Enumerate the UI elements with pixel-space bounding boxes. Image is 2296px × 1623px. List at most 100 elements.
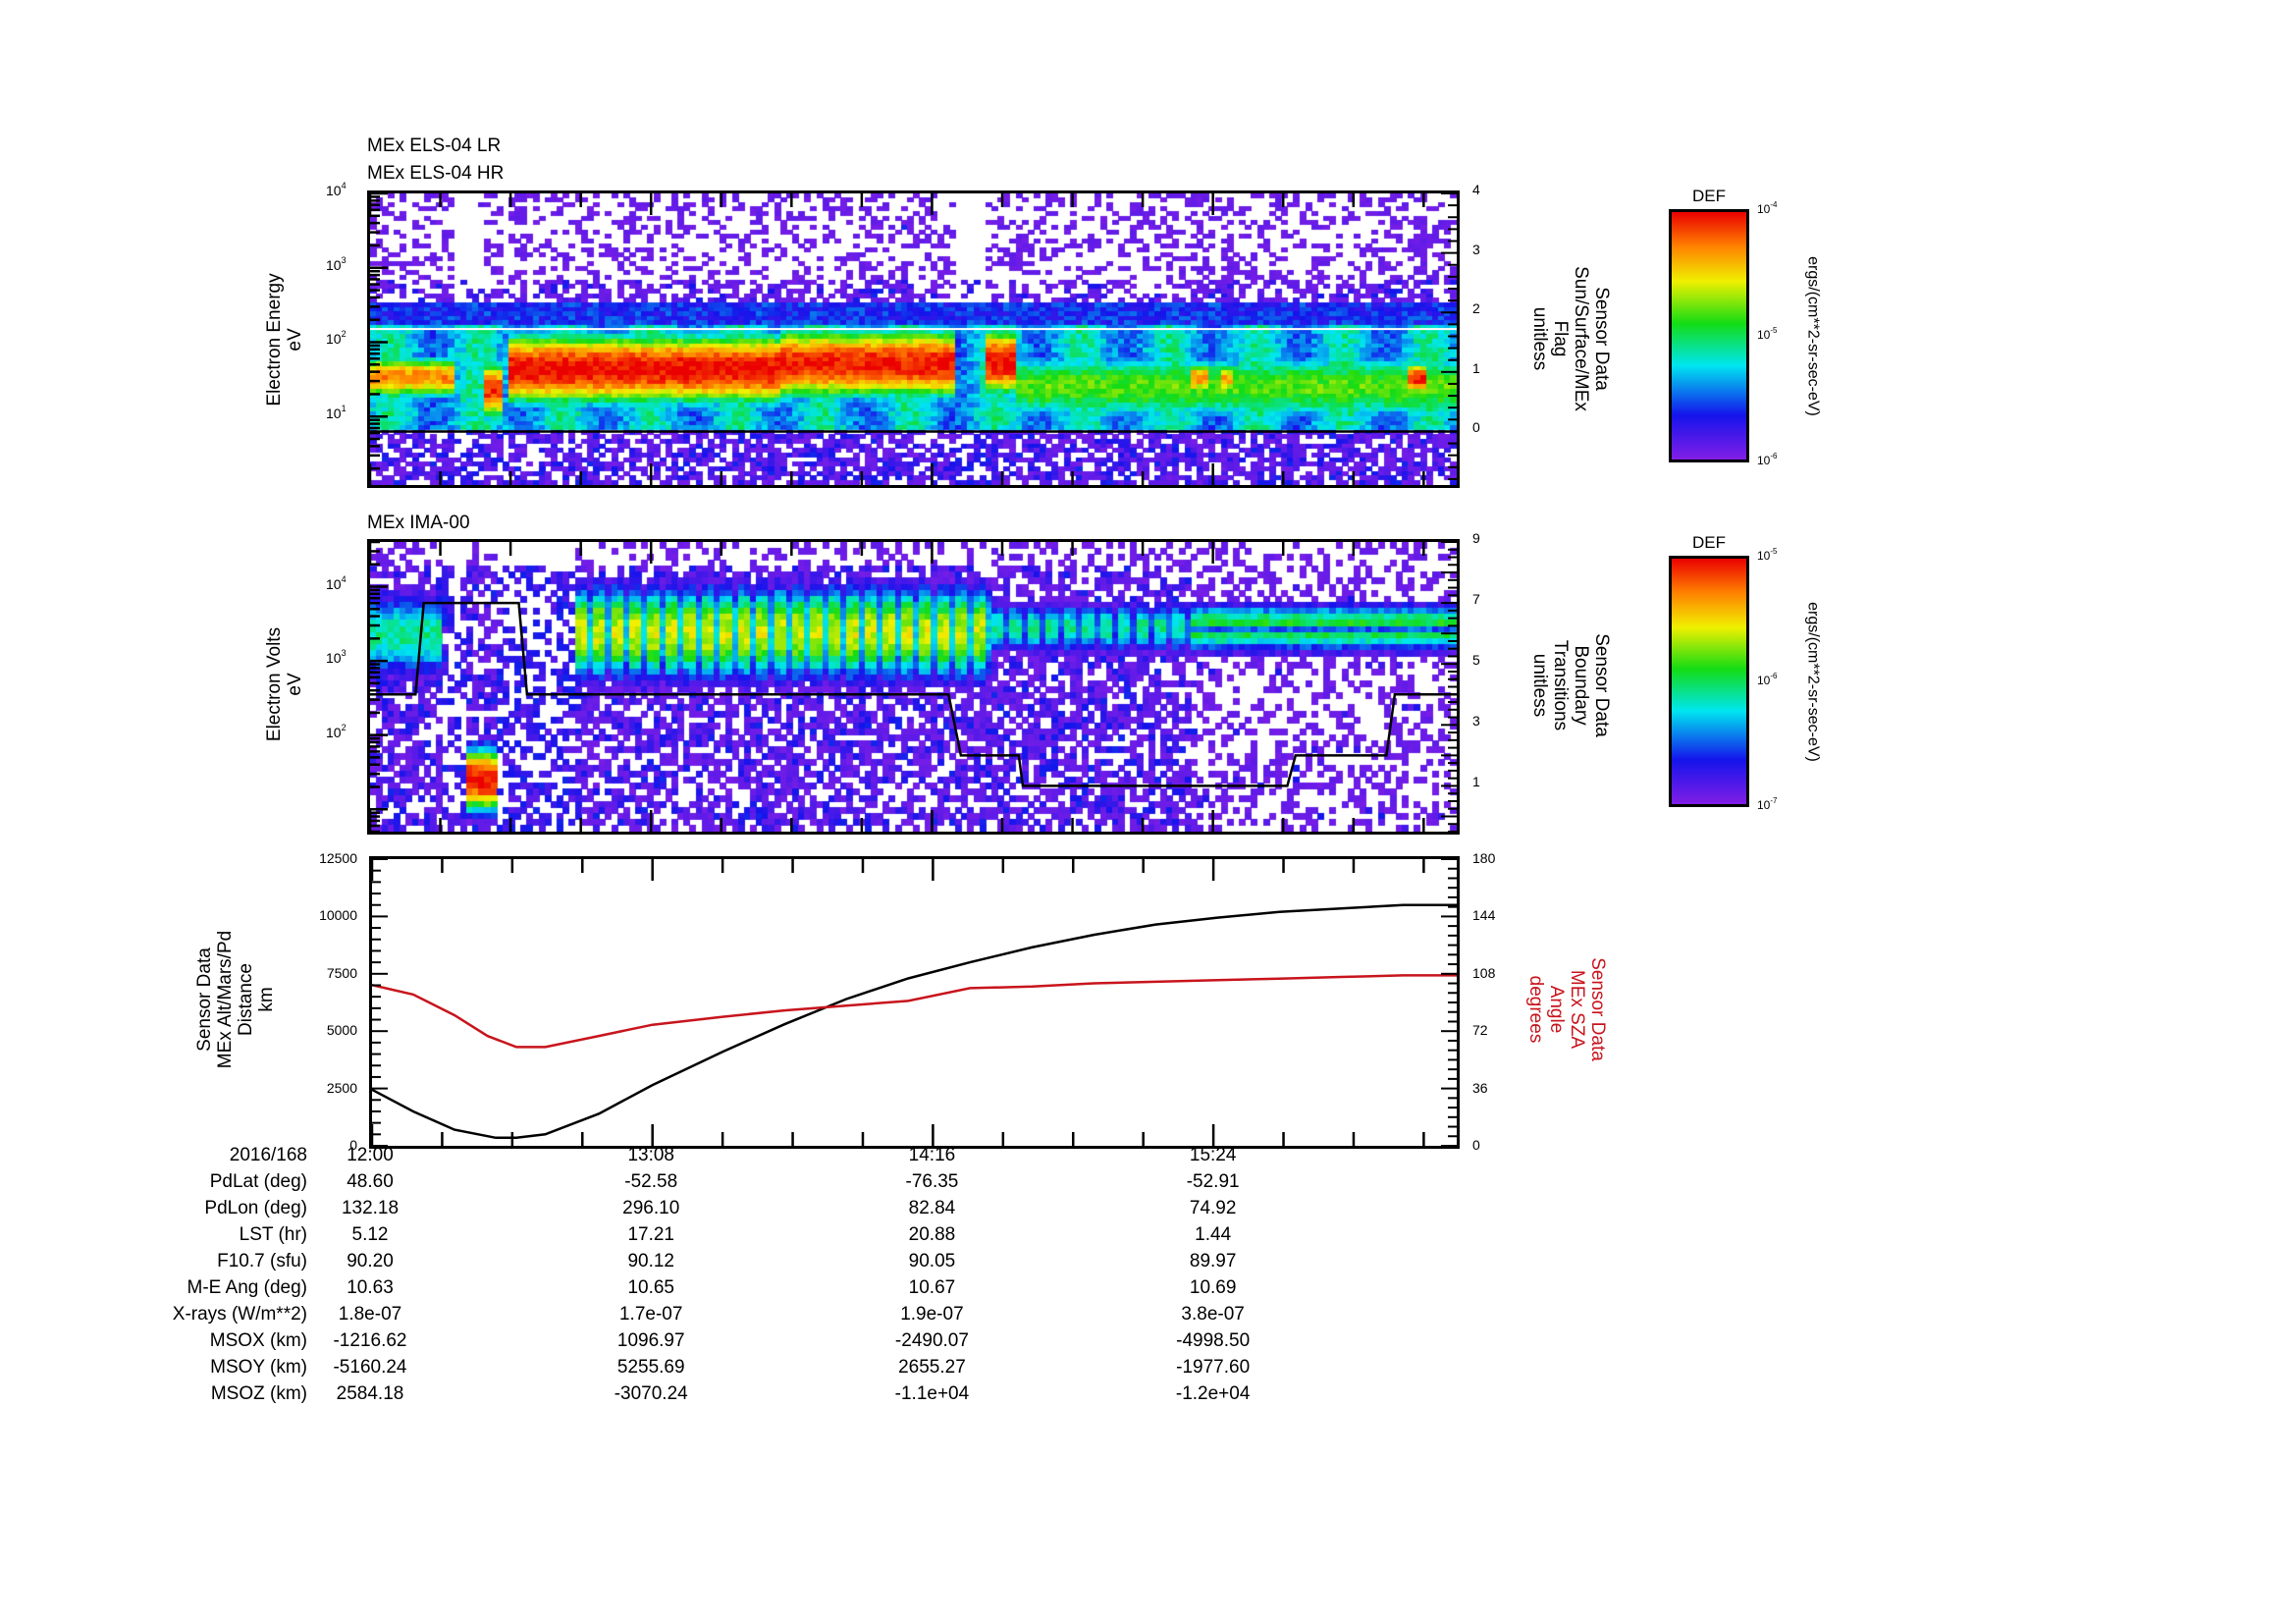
ephemeris-value: 82.84 xyxy=(908,1198,956,1218)
els-right-label-line: Flag xyxy=(1550,320,1571,357)
ima-title: MEx IMA-00 xyxy=(367,513,470,533)
els-colorbar-units: ergs/(cm**2-sr-sec-eV) xyxy=(1804,256,1822,416)
x-tick-label: 15:24 xyxy=(1189,1145,1237,1165)
orbit-left-axis-label: Sensor Data MEx Alt/Mars/Pd Distance km xyxy=(194,882,277,1117)
els-left-label-line: eV xyxy=(285,328,305,352)
ephemeris-value: 10.63 xyxy=(347,1277,394,1298)
ephemeris-value: -1977.60 xyxy=(1176,1357,1251,1378)
ima-right-label-line: unitless xyxy=(1529,653,1550,718)
ephemeris-value: 74.92 xyxy=(1189,1198,1237,1218)
ephemeris-row-label: MSOZ (km) xyxy=(210,1383,307,1404)
ima-right-tick-label: 1 xyxy=(1472,774,1480,790)
ephemeris-value: 5.12 xyxy=(351,1224,389,1245)
orbit-right-tick-label: 144 xyxy=(1472,907,1496,924)
ephemeris-row-label: F10.7 (sfu) xyxy=(217,1251,307,1271)
ima-left-tick-label: 102 xyxy=(326,722,347,740)
ima-right-axis-label: Sensor Data Boundary Transitions unitles… xyxy=(1529,568,1612,803)
ephemeris-value: 1.8e-07 xyxy=(338,1304,402,1325)
ephemeris-row-label: MSOY (km) xyxy=(210,1357,307,1378)
ephemeris-row-label: PdLon (deg) xyxy=(204,1198,307,1218)
ephemeris-value: 3.8e-07 xyxy=(1181,1304,1245,1325)
ephemeris-value: 48.60 xyxy=(347,1171,394,1192)
colorbar-tick-label: 10-5 xyxy=(1757,547,1778,563)
orbit-left-tick-label: 10000 xyxy=(319,907,357,924)
ima-spectrogram[interactable] xyxy=(367,539,1460,835)
orbit-left-tick-label: 12500 xyxy=(319,850,357,866)
ephemeris-value: -2490.07 xyxy=(894,1330,969,1351)
ephemeris-value: 1.9e-07 xyxy=(900,1304,964,1325)
ephemeris-value: 90.05 xyxy=(908,1251,956,1271)
els-right-tick-label: 4 xyxy=(1472,182,1480,197)
ephemeris-value: -76.35 xyxy=(905,1171,959,1192)
els-heatmap-canvas xyxy=(370,193,1457,485)
ima-right-tick-label: 9 xyxy=(1472,530,1480,546)
ephemeris-row: PdLon (deg) 132.18 296.10 82.84 74.92 xyxy=(0,1198,2296,1224)
ephemeris-value: 2584.18 xyxy=(336,1383,404,1404)
ephemeris-value: -52.91 xyxy=(1186,1171,1240,1192)
x-tick-label: 13:08 xyxy=(627,1145,674,1165)
ephemeris-value: -3070.24 xyxy=(614,1383,688,1404)
x-tick-label: 14:16 xyxy=(908,1145,956,1165)
orbit-right-tick-label: 0 xyxy=(1472,1137,1480,1153)
els-right-label-line: unitless xyxy=(1529,306,1550,371)
els-right-label-line: Sensor Data xyxy=(1591,287,1612,391)
sza-line xyxy=(372,974,1457,1049)
orbit-right-axis-label: Sensor Data MEx SZA Angle degrees xyxy=(1525,892,1608,1127)
ephemeris-value: -52.58 xyxy=(624,1171,678,1192)
ephemeris-value: -1.1e+04 xyxy=(894,1383,970,1404)
ephemeris-value: 296.10 xyxy=(622,1198,680,1218)
ima-overlay xyxy=(370,542,1457,832)
ephemeris-row: MSOZ (km) 2584.18 -3070.24 -1.1e+04 -1.2e+04 xyxy=(0,1383,2296,1410)
ima-colorbar-title: DEF xyxy=(1692,533,1726,552)
ephemeris-value: 90.12 xyxy=(627,1251,674,1271)
els-right-label-line: Sun/Surface/MEx xyxy=(1571,266,1591,411)
ephemeris-value: 17.21 xyxy=(627,1224,674,1245)
ephemeris-value: 2655.27 xyxy=(898,1357,966,1378)
els-left-tick-label: 103 xyxy=(326,254,347,273)
ephemeris-row: MSOY (km) -5160.24 5255.69 2655.27 -1977.60 xyxy=(0,1357,2296,1383)
orbit-left-label-line: Sensor Data xyxy=(194,947,215,1052)
orbit-lines xyxy=(372,859,1457,1146)
ima-left-axis-label: Electron Volts eV xyxy=(264,586,305,783)
els-left-label-line: Electron Energy xyxy=(264,273,285,406)
els-right-tick-label: 0 xyxy=(1472,419,1480,436)
ephemeris-row: M-E Ang (deg) 10.63 10.65 10.67 10.69 xyxy=(0,1277,2296,1304)
ephemeris-value: 5255.69 xyxy=(616,1357,685,1378)
els-left-axis-label: Electron Energy eV xyxy=(264,242,305,438)
colorbar-tick-label: 10-7 xyxy=(1757,796,1778,812)
ima-right-label-line: Sensor Data xyxy=(1591,633,1612,737)
orbit-right-label-line: MEx SZA xyxy=(1567,969,1587,1050)
orbit-line-plot[interactable] xyxy=(369,856,1460,1149)
els-title-hr: MEx ELS-04 HR xyxy=(367,163,505,184)
colorbar-tick-label: 10-5 xyxy=(1757,326,1778,342)
date-label: 2016/168 xyxy=(229,1145,307,1165)
altitude-line xyxy=(372,903,1457,1140)
ima-colorbar xyxy=(1669,556,1749,807)
ephemeris-header-row: 2016/168 12:00 13:08 14:16 15:24 xyxy=(0,1145,2296,1171)
ephemeris-value: 10.67 xyxy=(908,1277,956,1298)
orbit-right-tick-label: 108 xyxy=(1472,964,1496,981)
els-right-tick-label: 1 xyxy=(1472,359,1480,376)
orbit-right-label-line: Sensor Data xyxy=(1587,957,1608,1061)
colorbar-tick-label: 10-6 xyxy=(1757,672,1778,687)
ephemeris-value: -1.2e+04 xyxy=(1175,1383,1251,1404)
ephemeris-value: 1.7e-07 xyxy=(618,1304,683,1325)
ima-left-label-line: eV xyxy=(285,673,305,696)
ephemeris-value: 1.44 xyxy=(1195,1224,1232,1245)
orbit-left-tick-label: 0 xyxy=(349,1137,357,1153)
els-left-tick-label: 101 xyxy=(326,404,347,422)
els-left-tick-label: 104 xyxy=(326,181,347,198)
boundary-transitions-line xyxy=(370,601,1457,787)
els-colorbar xyxy=(1669,209,1749,462)
orbit-left-tick-label: 5000 xyxy=(326,1022,357,1039)
ephemeris-value: -5160.24 xyxy=(333,1357,407,1378)
ephemeris-row-label: PdLat (deg) xyxy=(209,1171,307,1192)
ephemeris-value: 89.97 xyxy=(1189,1251,1237,1271)
orbit-left-label-line: Distance xyxy=(236,963,256,1036)
colorbar-tick-label: 10-6 xyxy=(1757,452,1778,467)
els-spectrogram[interactable] xyxy=(367,190,1460,488)
ephemeris-row-label: X-rays (W/m**2) xyxy=(172,1304,307,1325)
ima-right-tick-label: 5 xyxy=(1472,652,1480,669)
orbit-left-label-line: MEx Alt/Mars/Pd xyxy=(215,930,236,1069)
els-left-tick-label: 102 xyxy=(326,329,347,348)
